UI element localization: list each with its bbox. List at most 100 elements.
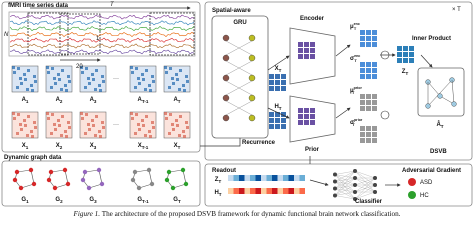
nn-node [353,176,357,180]
grid-cell [360,138,365,143]
symbol-base: Â [436,121,441,128]
graph-edge [182,169,187,185]
symbol-base: G [137,197,142,203]
grid-cell [269,112,274,117]
grid-cell [281,112,286,117]
gru-node [248,114,256,122]
graph-edge [88,183,103,189]
decorations [11,30,457,201]
nn-node [353,190,357,194]
graph-edge [451,79,455,105]
grid-cell [298,48,303,53]
symbol-sub: T [219,192,222,197]
matrix-cell [26,88,29,91]
matrix-cell [19,77,22,80]
grid-cell [372,30,377,35]
h-bar [244,188,250,194]
matrix-cell [102,126,105,129]
graph-node [80,177,86,183]
grid-cell [281,124,286,129]
h-bar [255,188,261,194]
nn-edge [354,177,376,193]
symbol-sub: 1 [26,145,29,150]
nn-edge [334,195,356,200]
grid-cell [310,120,315,125]
graph-node [14,169,20,175]
symbol-label: X2 [56,143,63,150]
matrix-cell [80,66,83,69]
grid-cell [372,132,377,137]
matrix-cell [179,69,182,72]
matrix-cell [178,88,181,91]
z-bar [288,175,294,181]
matrix-cell [50,86,53,89]
grid-cell [366,74,371,79]
matrix-cell [164,112,167,115]
symbol-sub: T-1 [142,145,149,150]
graph-edge [427,79,453,107]
caption-label: Figure 1. [73,210,101,218]
graph-edge [148,169,153,185]
matrix-cell [64,130,67,133]
grid-cell [366,30,371,35]
grid-cell [310,114,315,119]
ts-title: fMRI time series data [8,3,69,9]
graph-node [99,181,105,187]
graph-edge [134,169,150,173]
grid-cell [372,126,377,131]
grid-cell [372,68,377,73]
dyn-title: Dynamic graph data [4,155,62,161]
matrix-cell [92,78,95,81]
caption-text: The architecture of the proposed DSVB fr… [102,210,401,218]
grid-cell [372,138,377,143]
graph-edge [30,169,35,185]
matrix-cell [61,115,64,118]
symbol-label: X3 [90,143,97,150]
grid-cell [409,46,414,51]
ts-line [10,43,195,49]
symbol-label: ÂT [436,121,443,129]
matrix-cell [169,113,172,116]
gru-edge [225,100,253,116]
encoder: Encoder [300,16,325,22]
matrix-cell [172,128,175,131]
gru-node [222,34,230,42]
grid-cell [360,94,365,99]
matrix-cell [27,69,30,72]
graph-node [65,181,71,187]
h-bar [239,188,245,194]
grid-cell [366,138,371,143]
grid-cell [298,114,303,119]
op [380,110,390,120]
grid-cell [304,42,309,47]
grid-cell [298,120,303,125]
symbol-base: G [21,197,26,203]
graph-edge [54,183,69,189]
nn-node [333,186,337,191]
symbol-base: G [173,197,178,203]
matrix-cell [141,119,144,122]
arrows [30,6,433,187]
nn-edge [334,170,356,189]
matrix-cell [16,132,19,135]
matrix-cell [94,88,97,91]
graph-edge [50,169,66,173]
nn-node [353,169,357,173]
grid-cell [366,36,371,41]
matrix-cell [53,123,56,126]
symbol-base: A [90,97,95,103]
gru-edge [225,80,253,96]
window-start: 1 [96,36,100,42]
matrix-cell [64,84,67,87]
matrix-cell [176,78,179,81]
matrix-cell [101,121,104,124]
symbol-label: A3 [90,97,97,104]
h-bar [228,188,234,194]
h-bar [283,188,289,194]
matrix-cell [65,89,68,92]
matrix-cell [24,78,27,81]
matrix-cell [169,67,172,70]
symbol-base: H [214,190,218,196]
matrix-cell [149,135,152,138]
symbol-sub: T [405,71,408,76]
